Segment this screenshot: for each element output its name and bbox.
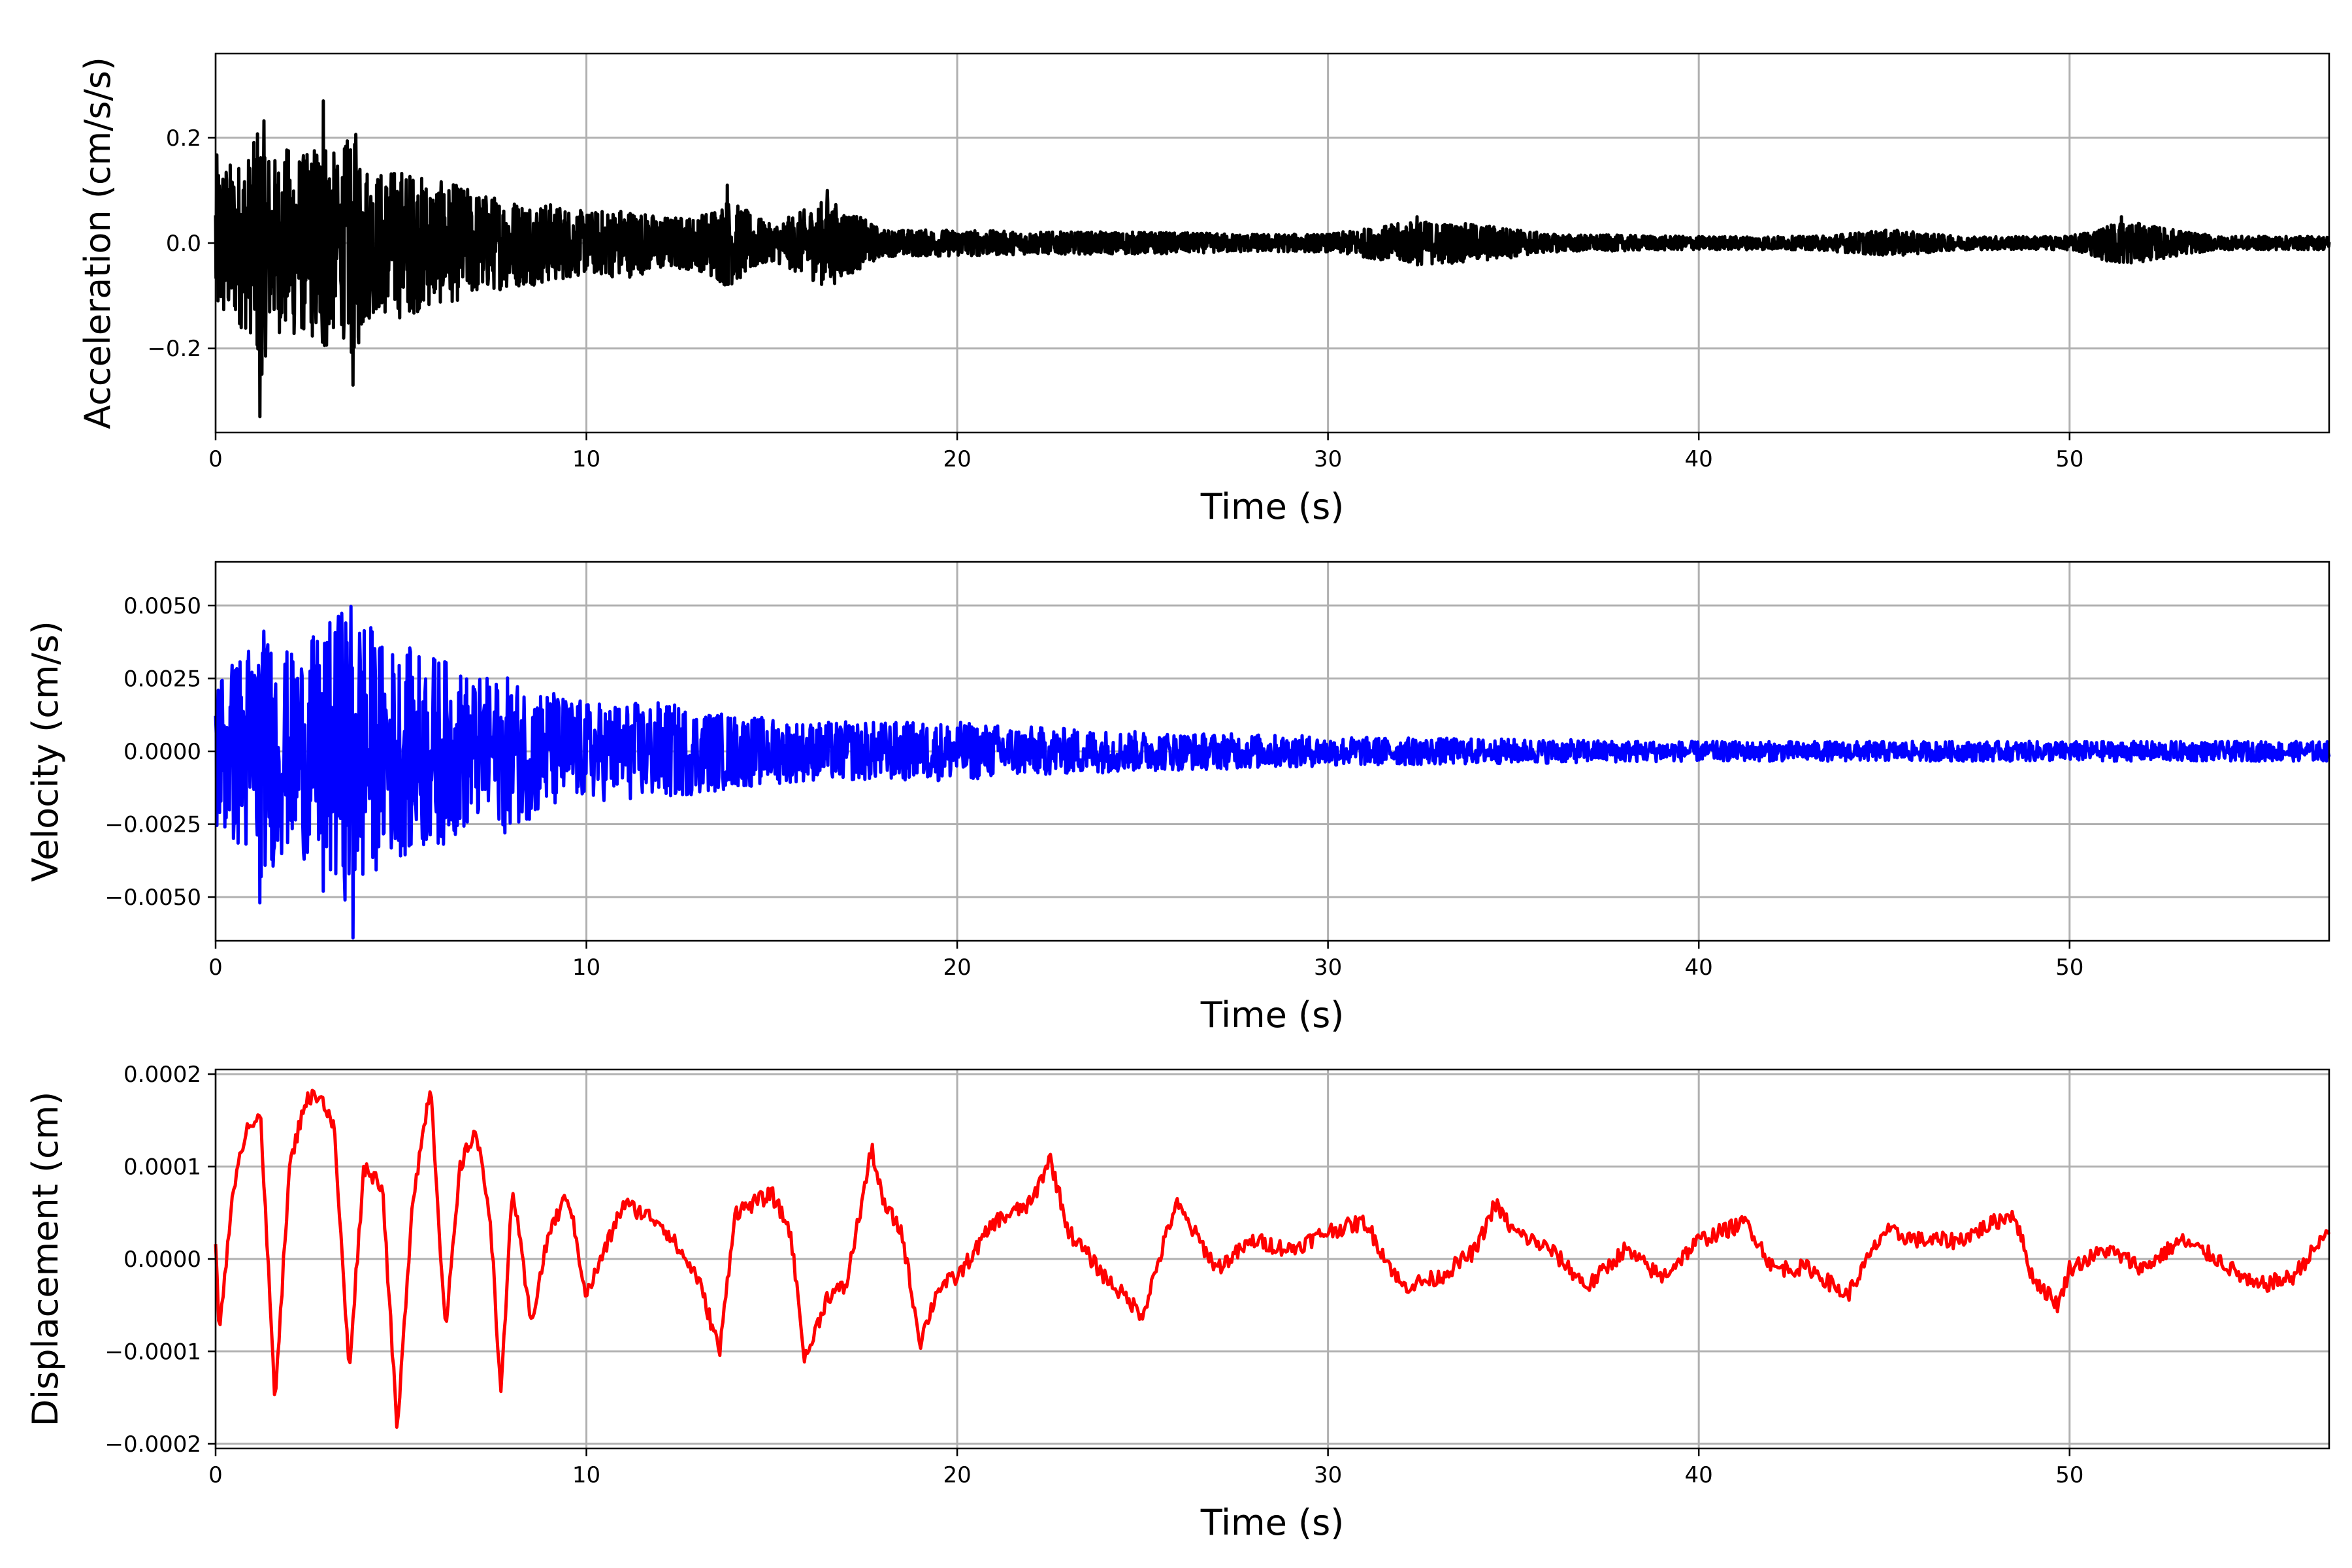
velocity-y-tick-label: 0.0025 — [123, 666, 201, 692]
acceleration-plot-frame — [214, 52, 2330, 434]
acceleration-y-tick-label: −0.2 — [147, 336, 201, 362]
displacement-trace — [214, 1088, 2331, 1429]
velocity-trace — [214, 604, 2331, 939]
acceleration-trace — [214, 99, 2331, 419]
velocity-x-tick-label: 50 — [2055, 955, 2083, 981]
velocity-x-tick-label: 30 — [1314, 955, 1342, 981]
velocity-x-tick-label: 0 — [208, 955, 223, 981]
velocity-x-tick-label: 20 — [943, 955, 971, 981]
velocity-y-tick-label: −0.0050 — [105, 885, 201, 911]
displacement-ticks: 0 10 20 30 40 50 −0.0002 −0.0001 0.0000 0.0001 0.0… — [105, 1062, 2084, 1488]
acceleration-x-tick-label: 40 — [1685, 446, 1713, 472]
acceleration-x-tick-label: 50 — [2055, 446, 2083, 472]
acceleration-x-axis-label: Time (s) — [1200, 486, 1345, 527]
velocity-y-tick-label: 0.0000 — [123, 739, 201, 765]
acceleration-x-tick-label: 10 — [572, 446, 600, 472]
velocity-y-tick-label: −0.0025 — [105, 812, 201, 838]
displacement-x-tick-label: 10 — [572, 1462, 600, 1488]
displacement-y-tick-label: 0.0002 — [123, 1062, 201, 1088]
displacement-x-tick-label: 40 — [1685, 1462, 1713, 1488]
displacement-x-axis-label: Time (s) — [1200, 1502, 1345, 1543]
velocity-panel: 0 10 20 30 40 50 −0.0050 −0.0025 0.0000 0.0025 0.0… — [25, 561, 2331, 1036]
acceleration-series-line — [214, 99, 2331, 419]
acceleration-y-tick-label: 0.2 — [166, 125, 201, 152]
acceleration-x-tick-label: 0 — [208, 446, 223, 472]
velocity-x-axis-label: Time (s) — [1200, 994, 1345, 1036]
velocity-x-tick-label: 40 — [1685, 955, 1713, 981]
displacement-x-tick-label: 0 — [208, 1462, 223, 1488]
acceleration-y-tick-label: 0.0 — [166, 231, 201, 257]
displacement-plot-frame — [214, 1068, 2330, 1450]
displacement-y-tick-label: 0.0000 — [123, 1247, 201, 1273]
acceleration-x-tick-label: 20 — [943, 446, 971, 472]
displacement-y-axis-label: Displacement (cm) — [25, 1092, 66, 1427]
velocity-ticks: 0 10 20 30 40 50 −0.0050 −0.0025 0.0000 0.0025 0.0… — [105, 593, 2084, 981]
velocity-plot-frame — [214, 561, 2330, 942]
displacement-x-tick-label: 30 — [1314, 1462, 1342, 1488]
displacement-y-tick-label: 0.0001 — [123, 1154, 201, 1181]
acceleration-panel: 0 10 20 30 40 50 −0.2 0.0 0.2 Time (s) Accelerat… — [77, 52, 2331, 527]
acceleration-y-axis-label: Acceleration (cm/s/s) — [77, 57, 118, 429]
velocity-y-tick-label: 0.0050 — [123, 593, 201, 619]
acceleration-x-tick-label: 30 — [1314, 446, 1342, 472]
velocity-x-tick-label: 10 — [572, 955, 600, 981]
displacement-series-line — [214, 1088, 2331, 1429]
velocity-series-line — [214, 604, 2331, 939]
displacement-grid — [214, 1070, 2329, 1448]
displacement-x-tick-label: 50 — [2055, 1462, 2083, 1488]
acceleration-ticks: 0 10 20 30 40 50 −0.2 0.0 0.2 — [147, 125, 2083, 472]
displacement-x-tick-label: 20 — [943, 1462, 971, 1488]
displacement-panel: 0 10 20 30 40 50 −0.0002 −0.0001 0.0000 0.0001 0.0… — [25, 1062, 2331, 1543]
displacement-y-tick-label: −0.0001 — [105, 1339, 201, 1365]
velocity-y-axis-label: Velocity (cm/s) — [25, 621, 66, 882]
displacement-y-tick-label: −0.0002 — [105, 1431, 201, 1458]
